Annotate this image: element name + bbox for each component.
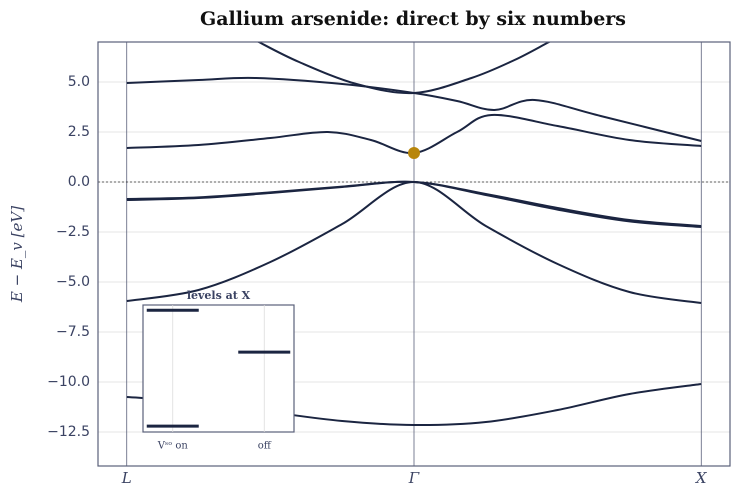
y-axis-label: E − E_v [eV] — [8, 206, 26, 303]
x-tick-label: Γ — [408, 469, 420, 487]
y-tick-label: 0.0 — [68, 174, 90, 190]
y-tick-label: −5.0 — [56, 274, 90, 290]
inset-title: levels at X — [187, 289, 251, 302]
y-tick-label: −12.5 — [47, 424, 90, 440]
x-tick-label: X — [695, 469, 708, 487]
inset-category-label: off — [258, 441, 272, 452]
y-tick-label: −2.5 — [56, 224, 90, 240]
y-tick-label: −10.0 — [47, 374, 90, 390]
band-line — [256, 42, 552, 95]
conduction-minimum-marker — [408, 147, 420, 159]
inset-background — [142, 304, 295, 433]
bands — [126, 42, 702, 427]
plot-frame — [97, 41, 731, 467]
band-line — [126, 180, 702, 228]
inset-category-label: Vˢᵒ on — [157, 441, 189, 452]
y-tick-label: 5.0 — [68, 74, 90, 90]
x-tick-label: L — [121, 469, 132, 487]
band-line — [126, 76, 702, 142]
chart-title: Gallium arsenide: direct by six numbers — [200, 8, 626, 30]
y-tick-label: 2.5 — [68, 124, 90, 140]
y-tick-label: −7.5 — [56, 324, 90, 340]
